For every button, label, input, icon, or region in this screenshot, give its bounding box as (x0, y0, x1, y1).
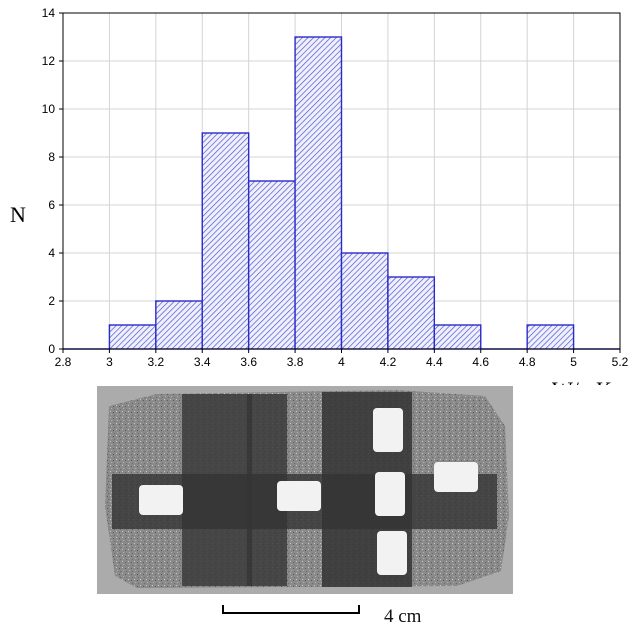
x-tick-label: 3.8 (287, 355, 304, 369)
histogram-bar (247, 180, 296, 350)
y-tick-label: 4 (48, 246, 55, 260)
x-tick-label: 5 (570, 355, 577, 369)
x-tick-label: 3 (106, 355, 113, 369)
histogram-bar (108, 324, 157, 350)
sensor-pad (277, 481, 321, 511)
sensor-pad (434, 462, 478, 492)
y-tick-label: 6 (48, 198, 55, 212)
x-tick-labels: 2.8 3 3.2 3.4 3.6 3.8 4 4.2 4.4 4.6 4.8 5 5.2 (55, 349, 629, 369)
histogram-bar (155, 300, 203, 350)
y-axis-label: N (10, 202, 26, 227)
scale-label: 4 cm (384, 606, 422, 627)
y-tick-label: 8 (48, 150, 55, 164)
histogram-bar (526, 324, 575, 350)
x-tick-label: 2.8 (55, 355, 72, 369)
x-axis-label: W/mK (552, 377, 612, 385)
x-tick-label: 3.2 (147, 355, 164, 369)
x-tick-label: 5.2 (612, 355, 629, 369)
y-tick-label: 14 (42, 6, 56, 20)
scale-bar-right-cap (358, 605, 360, 614)
sensor-pad (373, 408, 403, 452)
x-tick-label: 4 (338, 355, 345, 369)
y-tick-label: 12 (42, 54, 56, 68)
sample-photo (97, 386, 513, 594)
sensor-pad (375, 472, 405, 516)
histogram-chart: 2.8 3 3.2 3.4 3.6 3.8 4 4.2 4.4 4.6 4.8 5 5.2 0 2 4 6 8 1… (10, 6, 629, 385)
sensor-pad (139, 485, 183, 515)
x-tick-label: 4.6 (472, 355, 489, 369)
bars (63, 36, 620, 350)
x-tick-label: 3.6 (240, 355, 257, 369)
y-tick-label: 0 (48, 342, 55, 356)
scale-bar-left-cap (222, 605, 224, 614)
y-tick-label: 10 (42, 102, 56, 116)
x-tick-label: 4.2 (380, 355, 397, 369)
x-tick-label: 3.4 (194, 355, 211, 369)
x-tick-label: 4.4 (426, 355, 443, 369)
histogram-bar (433, 324, 482, 350)
histogram-bar (294, 36, 343, 350)
y-tick-labels: 0 2 4 6 8 10 12 14 (42, 6, 63, 356)
histogram-bar (201, 132, 250, 350)
histogram-bar (387, 276, 436, 350)
histogram-bar (340, 252, 389, 350)
scale-bar (222, 612, 360, 614)
x-tick-label: 4.8 (519, 355, 536, 369)
sensor-pad (377, 531, 407, 575)
y-tick-label: 2 (48, 294, 55, 308)
